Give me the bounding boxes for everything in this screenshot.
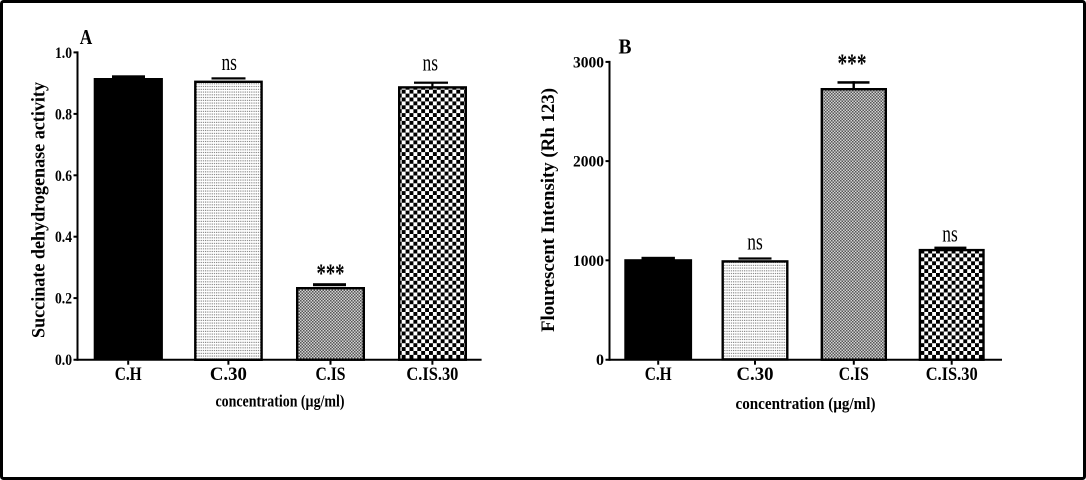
svg-text:ns: ns	[221, 50, 237, 76]
svg-text:concentration (µg/ml): concentration (µg/ml)	[736, 394, 876, 413]
svg-text:Succinate dehydrogenase activi: Succinate dehydrogenase activity	[29, 82, 50, 338]
svg-text:C.H: C.H	[645, 364, 672, 385]
svg-text:2000: 2000	[573, 152, 604, 171]
svg-text:1.0: 1.0	[55, 43, 72, 62]
svg-text:0.6: 0.6	[55, 166, 72, 185]
svg-text:***: ***	[838, 49, 867, 78]
svg-text:C.IS: C.IS	[316, 364, 346, 385]
svg-text:B: B	[619, 35, 632, 59]
svg-text:***: ***	[317, 259, 345, 288]
svg-text:0: 0	[596, 350, 604, 369]
svg-text:C.IS: C.IS	[839, 364, 869, 385]
svg-text:1000: 1000	[573, 251, 604, 270]
svg-text:C.30: C.30	[210, 364, 247, 385]
svg-text:C.IS.30: C.IS.30	[926, 364, 978, 385]
svg-text:concentration (µg/ml): concentration (µg/ml)	[216, 392, 345, 411]
svg-text:ns: ns	[423, 51, 439, 77]
svg-text:C.30: C.30	[737, 364, 774, 385]
svg-text:0.2: 0.2	[55, 289, 72, 308]
svg-text:Flourescent Intensity (Rh 123): Flourescent Intensity (Rh 123)	[538, 88, 559, 332]
svg-text:3000: 3000	[573, 52, 604, 71]
svg-text:0.4: 0.4	[55, 227, 72, 246]
svg-text:0.8: 0.8	[55, 104, 72, 123]
svg-text:0.0: 0.0	[55, 350, 72, 369]
svg-text:C.IS.30: C.IS.30	[406, 364, 458, 385]
svg-text:ns: ns	[747, 230, 763, 256]
svg-text:A: A	[80, 25, 93, 49]
svg-text:ns: ns	[942, 221, 958, 247]
svg-text:C.H: C.H	[115, 364, 142, 385]
